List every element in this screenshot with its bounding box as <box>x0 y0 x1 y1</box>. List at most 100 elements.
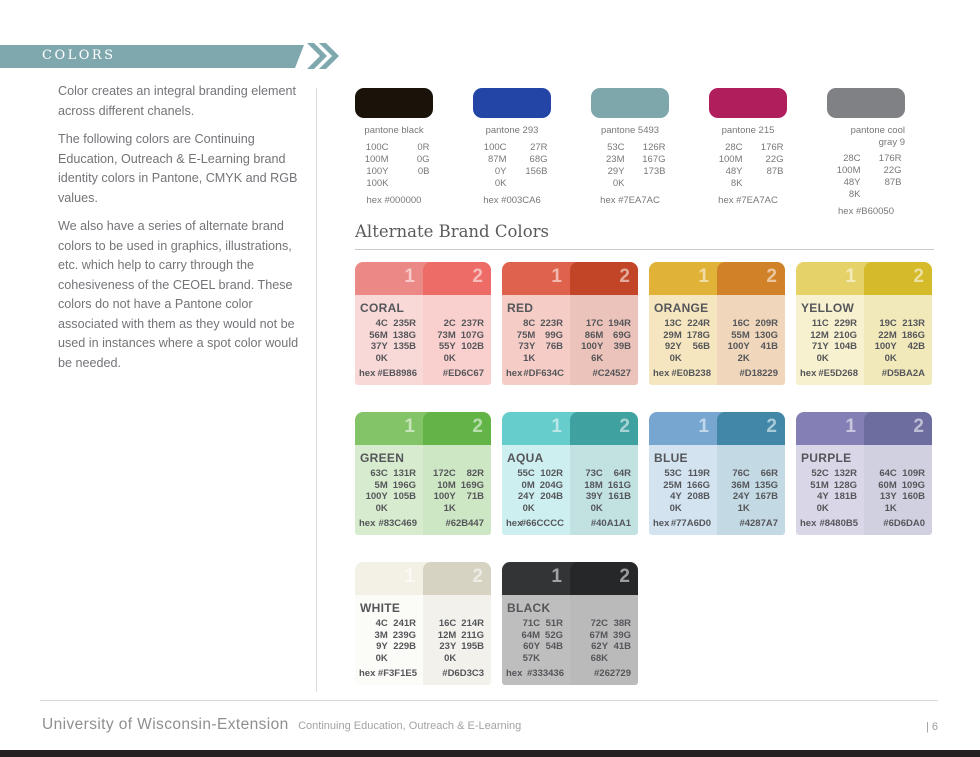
card-cmyk-value: 1K <box>523 352 536 364</box>
card-content: AQUA 55C 0M 24Y 0K 102R 204G 204B 73C 18M 39Y 0K 64R… <box>502 445 638 535</box>
card-rgb-value: 38R <box>613 618 631 629</box>
card-hex-value: #40A1A1 <box>590 518 631 529</box>
card-rgb-value: 161B <box>608 491 631 502</box>
card-band-1: 1 <box>355 262 431 295</box>
page-title: COLORS <box>42 48 116 63</box>
card-rgb-value: 102R <box>540 468 563 479</box>
card-cmyk-value: 1K <box>443 502 456 514</box>
swatch-name-line: gray 9 <box>878 136 905 148</box>
card-cmyk-value: 22M <box>878 329 897 341</box>
card-band-1: 1 <box>649 412 725 445</box>
card-band-1: 1 <box>355 562 431 595</box>
card-body <box>649 445 785 535</box>
card-values: 71C 64M 60Y 57K 51R 52G 54B 72C 67M 62Y 68K 38R 39G 4… <box>502 618 638 664</box>
card-rgb-value: 213R <box>902 318 925 329</box>
card-cmyk-value: 0K <box>444 652 457 664</box>
card-cmyk-value: 55M <box>731 329 750 341</box>
card-band-2: 2 <box>423 562 491 595</box>
card-body-left <box>502 445 570 535</box>
card-hex-value: #8480B5 <box>819 518 858 529</box>
card-rgb-value: 66R <box>760 468 778 479</box>
card-cmyk-value: 0K <box>522 502 535 514</box>
card-body-right <box>717 445 785 535</box>
card-band-2: 2 <box>717 262 785 295</box>
swatch-rgb-value: 87B <box>884 177 902 188</box>
card-body <box>649 295 785 385</box>
card-content: RED 8C 75M 73Y 1K 223R 99G 76B 17C 86M 100Y 6K 194R 6… <box>502 295 638 385</box>
band-number: 1 <box>698 266 709 287</box>
card-cmyk-column: 172C 10M 100Y 1K <box>433 468 456 514</box>
pantone-swatch: pantone 5493 53C 23M 29Y 0K 126R 167G 173B hex #… <box>591 88 669 217</box>
card-hex-value: #6D6DA0 <box>883 518 925 529</box>
card-rgb-value: 138G <box>392 329 416 341</box>
card-hex-value: #77A6D0 <box>670 518 711 529</box>
card-rgb-value: 237R <box>461 318 484 329</box>
card-body <box>502 595 638 685</box>
card-rgb-value: 130G <box>754 329 778 341</box>
card-rgb-value: 211G <box>461 629 484 641</box>
card-body <box>502 445 638 535</box>
card-name: ORANGE <box>654 301 709 315</box>
card-values: 63C 5M 100Y 0K 131R 196G 105B 172C 10M 100Y 1K 82R 1… <box>355 468 491 514</box>
color-card: 1 2 WHITE 4C 3M 9Y 0K 241R 239G 229B 16C 12M 23Y 0K 21… <box>355 562 491 685</box>
card-variant-values: 71C 64M 60Y 57K 51R 52G 54B <box>502 618 570 664</box>
card-variant-values: 64C 60M 13Y 1K 109R 109G 160B <box>864 468 932 514</box>
card-values: 55C 0M 24Y 0K 102R 204G 204B 73C 18M 39Y 0K 64R 161G… <box>502 468 638 514</box>
card-cmyk-column: 63C 5M 100Y 0K <box>366 468 388 514</box>
band-number: 1 <box>551 266 562 287</box>
band-number: 2 <box>766 266 777 287</box>
card-rgb-value: 109G <box>901 479 925 491</box>
card-body-left <box>796 445 864 535</box>
card-cmyk-value: 0K <box>669 502 682 514</box>
card-cmyk-value: 1K <box>884 502 897 514</box>
swatch-rgb-value: 0B <box>417 165 430 177</box>
card-rgb-value: 39B <box>613 341 631 352</box>
swatch-cmyk-column: 28C 100M 48Y 8K <box>713 142 743 190</box>
band-number: 1 <box>845 416 856 437</box>
card-hex-prefix: hex <box>653 368 670 379</box>
swatch-cmyk-column: 100C 87M 0Y 0K <box>477 142 507 190</box>
card-rgb-column: 224R 178G 56B <box>687 318 710 364</box>
card-band-2: 2 <box>864 412 932 445</box>
card-rgb-value: 235R <box>393 318 416 329</box>
double-chevron-icon <box>307 43 339 69</box>
card-variant-values: 17C 86M 100Y 6K 194R 69G 39B <box>570 318 638 364</box>
card-rgb-value: 41B <box>613 641 631 652</box>
card-rgb-column: 223R 99G 76B <box>540 318 563 364</box>
card-rgb-column: 194R 69G 39B <box>608 318 631 364</box>
card-body-left <box>355 595 423 685</box>
color-card: 1 2 YELLOW 11C 12M 71Y 0K 229R 210G 104B 19C 22M 100… <box>796 262 932 385</box>
swatch-values: 100C 100M 100Y 100K 0R 0G 0B <box>355 142 433 190</box>
card-variant-values: 4C 3M 9Y 0K 241R 239G 229B <box>355 618 423 664</box>
swatch-hex: hex #7EA7AC <box>600 194 660 206</box>
card-rgb-value: 241R <box>393 618 416 629</box>
card-rgb-value: 51R <box>545 618 563 629</box>
card-band-2: 2 <box>570 562 638 595</box>
swatch-rgb-value: 126R <box>642 141 666 153</box>
card-rgb-column: 38R 39G 41B <box>613 618 631 664</box>
swatch-cmyk-value: 100M <box>364 153 389 165</box>
card-rgb-value: 42B <box>907 341 925 352</box>
card-body-right <box>717 295 785 385</box>
swatch-hex: hex #B60050 <box>838 206 894 217</box>
card-rgb-value: 56B <box>692 341 710 352</box>
card-cmyk-value: 72C <box>590 618 609 629</box>
card-body <box>355 295 491 385</box>
card-rgb-value: 82R <box>466 468 484 479</box>
card-hex-value: #262729 <box>594 668 631 679</box>
swatch-cmyk-value: 8K <box>848 189 861 200</box>
card-variant-values: 8C 75M 73Y 1K 223R 99G 76B <box>502 318 570 364</box>
card-values: 4C 3M 9Y 0K 241R 239G 229B 16C 12M 23Y 0K 214R 211G 1… <box>355 618 491 664</box>
card-cmyk-value: 73Y <box>518 341 536 352</box>
card-values: 11C 12M 71Y 0K 229R 210G 104B 19C 22M 100Y 0K 213R 1… <box>796 318 932 364</box>
card-name: PURPLE <box>801 451 852 465</box>
swatch-rgb-value: 176R <box>878 153 902 164</box>
heading-rule <box>355 249 934 250</box>
card-hex-prefix: hex <box>359 668 376 679</box>
card-rgb-column: 51R 52G 54B <box>545 618 563 664</box>
card-variant-values: 76C 36M 24Y 1K 66R 135G 167B <box>717 468 785 514</box>
card-body <box>796 445 932 535</box>
card-rgb-value: 229B <box>393 641 416 652</box>
